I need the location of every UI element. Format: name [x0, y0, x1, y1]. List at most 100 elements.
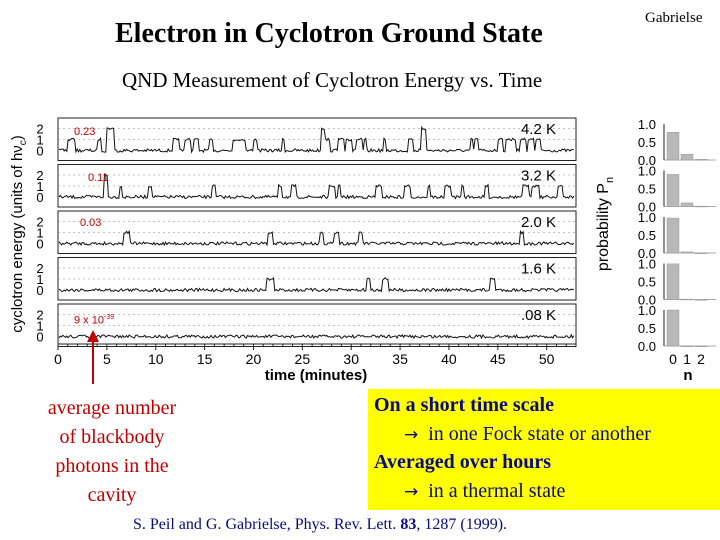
probability-bar [666, 309, 680, 347]
prob-tick-label: 1.0 [638, 303, 656, 318]
histogram-2: 1.0 0.5 0.0 [638, 164, 716, 215]
time-tick-label: 30 [343, 351, 359, 367]
time-tick-label: 5 [103, 351, 111, 367]
prob-tick-label: 1.0 [638, 164, 656, 179]
time-tick-label: 35 [392, 351, 408, 367]
histogram-5: 1.0 0.5 0.0 [638, 303, 716, 354]
trace-tick-label: 2 [36, 122, 43, 137]
trace-panel-2: 210 3.2 K [36, 164, 577, 208]
probability-bar [680, 202, 694, 207]
mean-photon-label-5: 9 x 10-39 [74, 314, 115, 327]
right-arrow-icon: → [404, 425, 419, 445]
energy-trace [58, 173, 575, 200]
summary-line-1: On a short time scale [374, 394, 554, 416]
probability-bar [666, 174, 680, 207]
n-tick-label: 2 [697, 351, 705, 367]
trace-tick-label: 0 [36, 283, 43, 298]
temperature-label: 3.2 K [521, 168, 556, 185]
energy-trace [58, 125, 574, 154]
prob-tick-label: 0.0 [638, 293, 656, 308]
prob-tick-label: 0.0 [638, 246, 656, 261]
trace-panel-3: 210 2.0 K [36, 210, 577, 254]
probability-bar [694, 299, 708, 301]
right-arrow-icon: → [404, 482, 419, 502]
n-tick-label: 0 [669, 351, 677, 367]
prob-tick-label: 1.0 [638, 210, 656, 225]
energy-trace [58, 333, 575, 340]
probability-histograms: 1.00.50.01.00.50.01.00.50.01.00.50.01.00… [638, 117, 716, 354]
n-axis-label: n [683, 367, 692, 384]
probability-bar [666, 217, 680, 254]
n-tick-label: 1 [683, 351, 691, 367]
temperature-label: 1.6 K [521, 261, 556, 278]
prob-tick-label: 0.0 [638, 339, 656, 354]
summary-line-2: → in one Fock state or another [404, 423, 651, 445]
temperature-label: .08 K [521, 307, 556, 324]
time-tick-label: 50 [539, 351, 555, 367]
prob-tick-label: 0.0 [638, 200, 656, 215]
slide-subtitle: QND Measurement of Cyclotron Energy vs. … [122, 68, 543, 92]
trace-panel-1: 210 4.2 K [36, 117, 577, 161]
mean-photon-label-1: 0.23 [74, 126, 96, 138]
probability-bar [680, 345, 694, 348]
trace-tick-label: 2 [36, 308, 43, 323]
trace-tick-label: 0 [36, 330, 43, 345]
summary-line-3: Averaged over hours [374, 451, 552, 473]
prob-tick-label: 0.0 [638, 153, 656, 168]
time-tick-label: 0 [54, 351, 62, 367]
trace-tick-label: 1 [36, 179, 43, 194]
time-tick-label: 20 [246, 351, 262, 367]
trace-tick-label: 2 [36, 261, 43, 276]
prob-tick-label: 1.0 [638, 117, 656, 132]
temperature-label: 2.0 K [521, 214, 556, 231]
probability-bar [694, 159, 708, 161]
time-tick-label: 40 [441, 351, 457, 367]
trace-panel-5: 210 .08 K [36, 303, 577, 347]
probability-bar [680, 251, 694, 254]
x-axis-label: time (minutes) [265, 367, 368, 384]
time-tick-label: 15 [197, 351, 213, 367]
time-tick-label: 45 [490, 351, 506, 367]
trace-tick-label: 0 [36, 190, 43, 205]
probability-bar [694, 345, 708, 348]
probability-bar [694, 252, 708, 255]
trace-tick-label: 2 [36, 168, 43, 183]
time-tick-label: 25 [295, 351, 311, 367]
y-axis-label: cyclotron energy (units of hνc) [9, 135, 29, 333]
prob-tick-label: 0.5 [638, 228, 656, 243]
prob-axis-label: probability Pn [595, 177, 616, 271]
note-arrow [87, 330, 99, 384]
probability-bar [666, 132, 680, 161]
trace-tick-label: 0 [36, 144, 43, 159]
reference-citation: S. Peil and G. Gabrielse, Phys. Rev. Let… [133, 516, 508, 533]
prob-tick-label: 0.5 [638, 182, 656, 197]
trace-tick-label: 0 [36, 237, 43, 252]
trace-panel-4: 210 1.6 K [36, 257, 577, 301]
probability-bar [680, 153, 694, 161]
probability-bar [694, 205, 708, 208]
energy-trace [58, 229, 575, 247]
blackbody-note: average number of blackbody photons in t… [47, 397, 177, 506]
trace-tick-label: 1 [36, 272, 43, 287]
summary-line-4: → in a thermal state [404, 480, 566, 502]
summary-box: On a short time scale → in one Fock state… [368, 389, 720, 510]
prob-tick-label: 0.5 [638, 135, 656, 150]
probability-bar [666, 263, 680, 300]
trace-tick-label: 1 [36, 133, 43, 148]
prob-tick-label: 0.5 [638, 321, 656, 336]
mean-photon-label-3: 0.03 [80, 217, 102, 229]
temperature-label: 4.2 K [521, 121, 556, 138]
author-name: Gabrielse [645, 10, 703, 26]
slide-title: Electron in Cyclotron Ground State [115, 18, 543, 49]
time-tick-label: 10 [148, 351, 164, 367]
time-axis: 0 5 10 15 20 25 30 35 40 45 50 [54, 343, 577, 367]
histogram-3: 1.0 0.5 0.0 [638, 210, 716, 261]
histogram-4: 1.0 0.5 0.0 [638, 257, 716, 308]
mean-photon-label-2: 0.11 [88, 172, 109, 184]
histogram-1: 1.0 0.5 0.0 [638, 117, 716, 168]
prob-tick-label: 1.0 [638, 257, 656, 272]
trace-tick-label: 1 [36, 226, 43, 241]
